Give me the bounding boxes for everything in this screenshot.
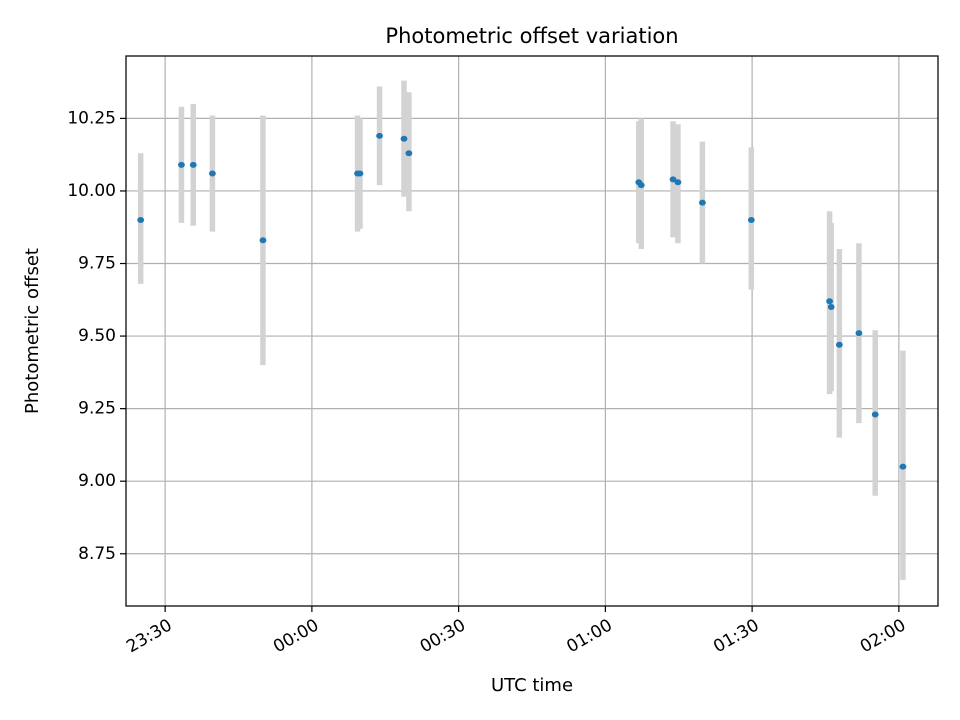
data-point bbox=[405, 150, 413, 157]
data-point bbox=[747, 216, 755, 223]
data-point bbox=[855, 330, 863, 337]
data-point bbox=[674, 179, 682, 186]
data-point bbox=[189, 161, 197, 168]
data-point bbox=[835, 341, 843, 348]
y-axis-label: Photometric offset bbox=[22, 248, 43, 414]
data-point bbox=[209, 170, 216, 177]
x-axis-label: UTC time bbox=[491, 675, 573, 696]
data-point bbox=[698, 199, 706, 206]
y-axis-ticks: 8.75 9.00 9.25 9.50 9.75 10.00 10.25 bbox=[67, 108, 126, 564]
data-point bbox=[376, 132, 383, 139]
data-point bbox=[827, 304, 835, 311]
data-point bbox=[899, 463, 907, 470]
y-tick-label: 9.75 bbox=[78, 254, 116, 274]
chart-title: Photometric offset variation bbox=[385, 24, 678, 48]
data-point bbox=[178, 161, 185, 168]
plot-frame bbox=[125, 55, 939, 607]
y-tick-label: 10.25 bbox=[67, 108, 116, 128]
data-point bbox=[826, 298, 833, 305]
y-tick-label: 9.00 bbox=[78, 471, 116, 491]
data-point bbox=[871, 411, 879, 418]
data-points bbox=[137, 132, 907, 470]
y-tick-label: 9.50 bbox=[78, 326, 116, 346]
data-point bbox=[259, 237, 267, 244]
y-tick-label: 8.75 bbox=[78, 544, 116, 564]
y-tick-label: 10.00 bbox=[67, 181, 116, 201]
data-point bbox=[637, 182, 645, 189]
data-point bbox=[137, 216, 145, 223]
data-point bbox=[356, 170, 364, 177]
data-point bbox=[669, 176, 677, 183]
y-tick-label: 9.25 bbox=[78, 399, 116, 419]
data-point bbox=[400, 135, 408, 142]
